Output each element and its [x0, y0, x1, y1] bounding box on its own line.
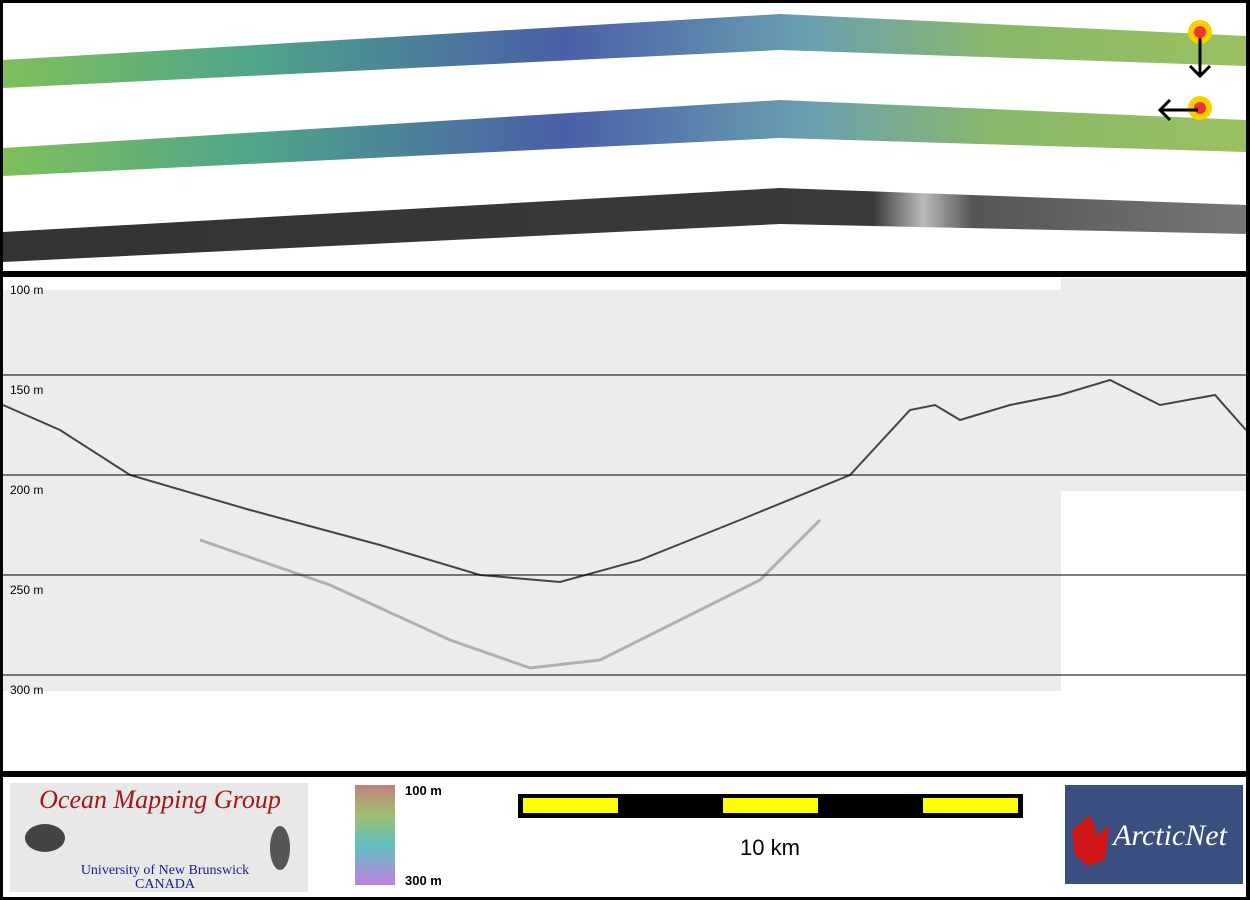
depth-grid: [3, 374, 1246, 676]
logo-icon: [25, 824, 65, 852]
profile-swath: [1061, 278, 1246, 491]
colorbar: [355, 785, 395, 885]
logo-university: University of New Brunswick: [81, 863, 249, 878]
partner-name: ArcticNet: [1111, 819, 1228, 852]
scale-bar: [518, 794, 1023, 818]
bathymetry-strip: [3, 14, 1246, 88]
logo-country: CANADA: [135, 877, 196, 892]
depth-label: 200 m: [10, 483, 43, 497]
bathymetry-strip: [3, 100, 1246, 176]
logo-icon: [270, 826, 290, 870]
scale-label: 10 km: [740, 835, 800, 860]
depth-label: 300 m: [10, 683, 43, 697]
depth-label: 250 m: [10, 583, 43, 597]
subbottom-reflector: [199, 518, 822, 670]
ship-markers: [1157, 20, 1212, 122]
colorbar-label: 300 m: [405, 873, 442, 888]
backscatter-strip: [3, 188, 1246, 262]
profile-swath: [3, 290, 1061, 691]
depth-label: 150 m: [10, 383, 43, 397]
logo-title: Ocean Mapping Group: [39, 785, 281, 814]
colorbar-label: 100 m: [405, 783, 442, 798]
maple-leaf: [1072, 815, 1110, 866]
depth-label: 100 m: [10, 283, 43, 297]
